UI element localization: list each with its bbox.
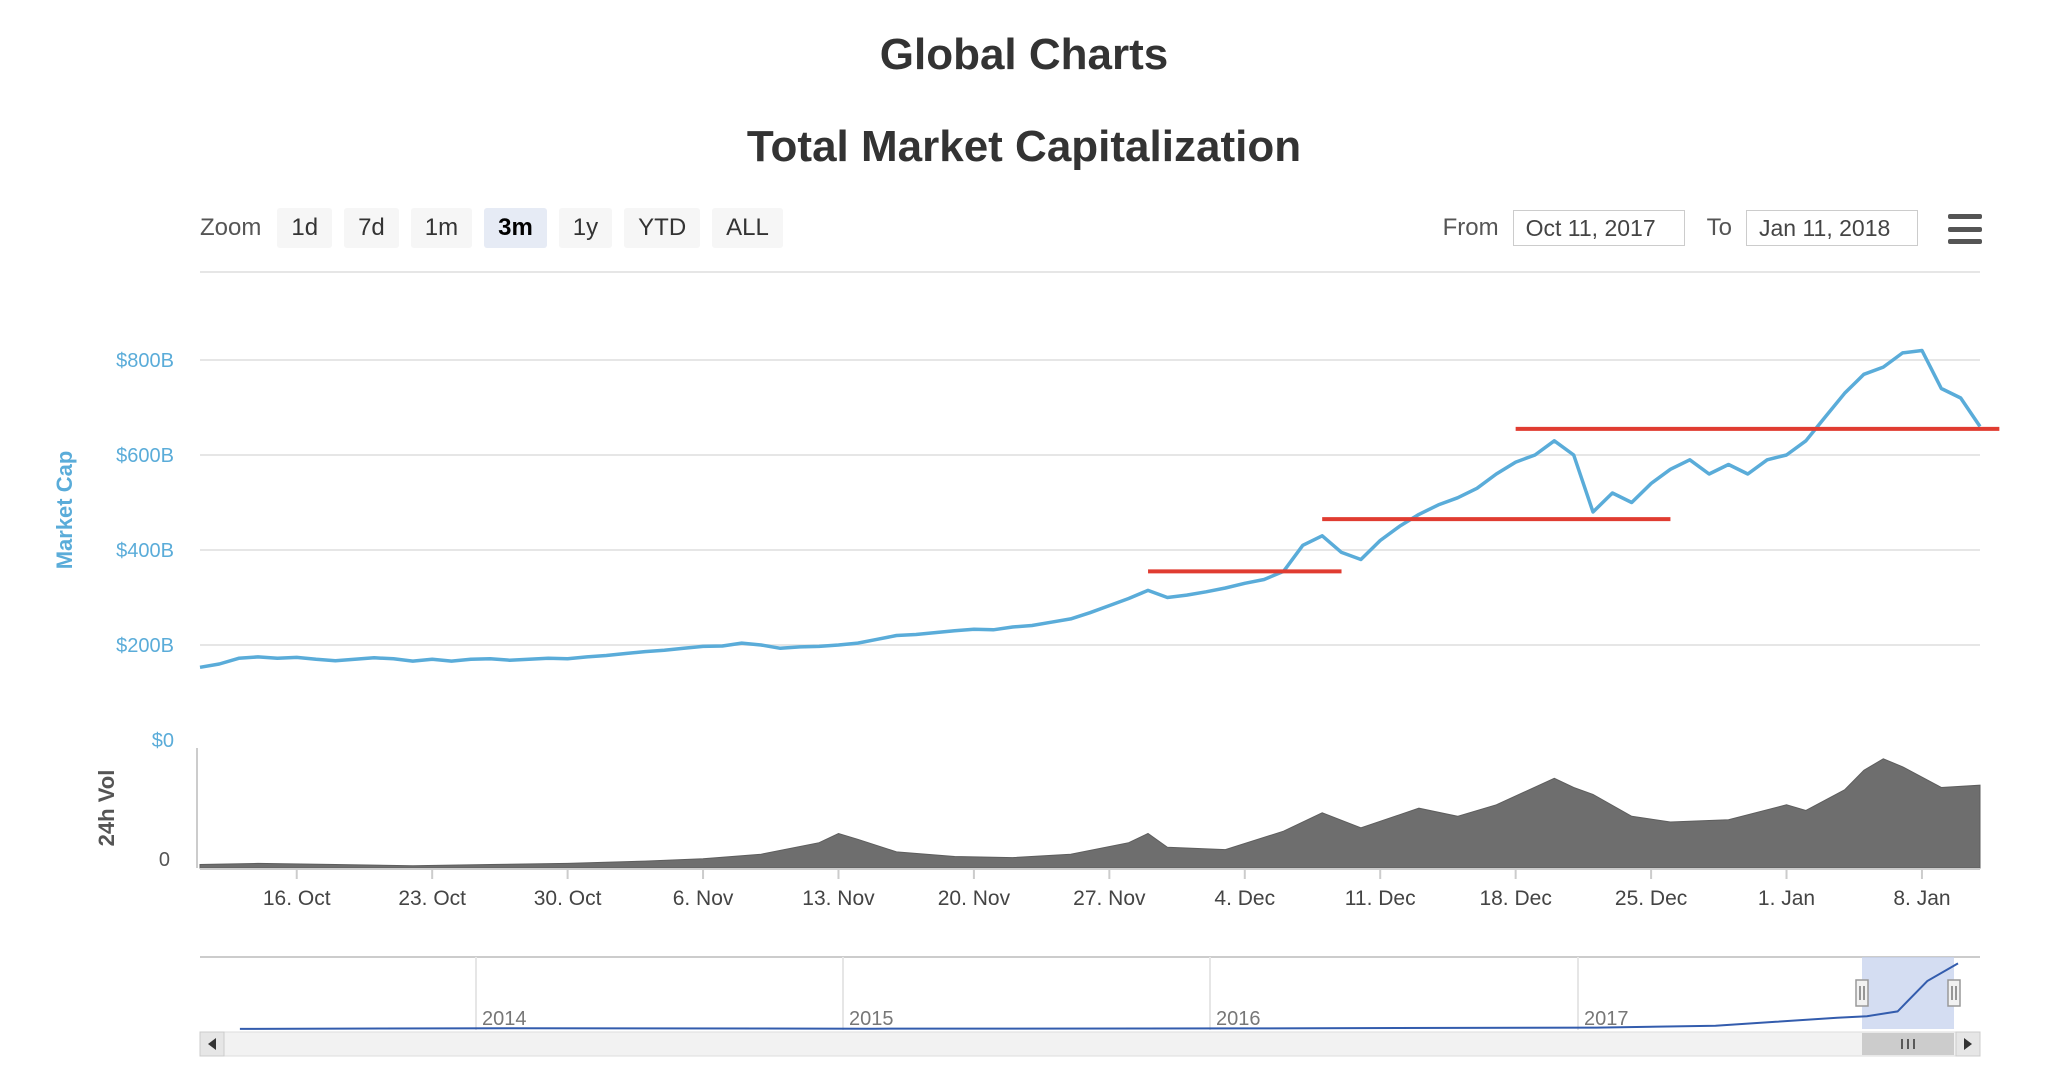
volume-axis-title: 24h Vol <box>94 770 119 847</box>
navigator-selection-window[interactable] <box>1862 957 1954 1029</box>
navigator-year-labels: 2014 2015 2016 2017 <box>475 957 1629 1030</box>
zoom-1y-button[interactable]: 1y <box>558 208 613 248</box>
x-tick-label: 18. Dec <box>1479 887 1551 910</box>
x-tick-label: 25. Dec <box>1615 887 1687 910</box>
zoom-1d-button[interactable]: 1d <box>277 208 333 248</box>
from-label: From <box>1442 214 1499 241</box>
volume-zero-label: 0 <box>159 849 170 871</box>
navigator-year-label: 2016 <box>1216 1008 1261 1030</box>
navigator-year-label: 2014 <box>482 1008 527 1030</box>
y-axis-ticks: $0 $200B $400B $600B $800B <box>116 350 174 752</box>
support-lines <box>1148 426 2000 574</box>
y-tick-label: $400B <box>116 540 174 562</box>
zoom-label: Zoom <box>200 214 262 241</box>
x-tick-label: 20. Nov <box>938 887 1011 910</box>
arrow-right-icon <box>1964 1038 1972 1050</box>
from-date-input[interactable] <box>1512 210 1685 246</box>
x-tick-label: 4. Dec <box>1214 887 1275 910</box>
scrollbar[interactable] <box>199 1031 1981 1057</box>
y-tick-label: $600B <box>116 445 174 467</box>
zoom-7d-button[interactable]: 7d <box>344 208 399 248</box>
to-label: To <box>1706 214 1732 241</box>
volume-series-area <box>199 758 1981 869</box>
zoom-1m-button[interactable]: 1m <box>410 208 473 248</box>
date-range-selector: From To <box>1443 208 1918 248</box>
scrollbar-track[interactable] <box>199 1031 1981 1057</box>
y-tick-label: $0 <box>152 730 174 752</box>
y-tick-label: $800B <box>116 350 174 372</box>
x-tick-label: 1. Jan <box>1758 887 1815 910</box>
navigator-right-handle[interactable] <box>1947 979 1961 1007</box>
arrow-left-icon <box>208 1038 216 1050</box>
x-tick-label: 23. Oct <box>398 887 466 910</box>
x-tick-label: 6. Nov <box>673 887 734 910</box>
x-tick-label: 13. Nov <box>802 887 875 910</box>
page-title: Global Charts <box>879 30 1169 79</box>
zoom-all-button[interactable]: ALL <box>712 208 783 248</box>
x-tick-label: 11. Dec <box>1345 887 1416 910</box>
navigator-year-label: 2017 <box>1584 1008 1629 1030</box>
x-tick-label: 8. Jan <box>1893 887 1950 910</box>
x-tick-label: 27. Nov <box>1073 887 1146 910</box>
zoom-bar: Zoom 1d 7d 1m 3m 1y YTD ALL <box>200 208 783 248</box>
x-axis-ticks: 16. Oct 23. Oct 30. Oct 6. Nov 13. Nov 20. No… <box>263 869 1951 910</box>
x-tick-label: 16. Oct <box>263 887 331 910</box>
to-date-input[interactable] <box>1746 210 1918 246</box>
navigator[interactable]: 2014 2015 2016 2017 <box>200 956 1980 1030</box>
zoom-3m-button[interactable]: 3m <box>484 208 547 248</box>
navigator-series-line <box>239 962 1959 1030</box>
navigator-left-handle[interactable] <box>1855 979 1869 1007</box>
market-cap-series-line <box>199 348 1982 670</box>
chart-title: Total Market Capitalization <box>746 122 1302 171</box>
y-axis-title: Market Cap <box>52 451 77 570</box>
grid-lines <box>200 359 1980 646</box>
y-tick-label: $200B <box>116 635 174 657</box>
zoom-ytd-button[interactable]: YTD <box>624 208 701 248</box>
hamburger-menu-icon[interactable] <box>1948 214 1982 244</box>
x-tick-label: 30. Oct <box>534 887 602 910</box>
navigator-year-label: 2015 <box>849 1008 894 1030</box>
